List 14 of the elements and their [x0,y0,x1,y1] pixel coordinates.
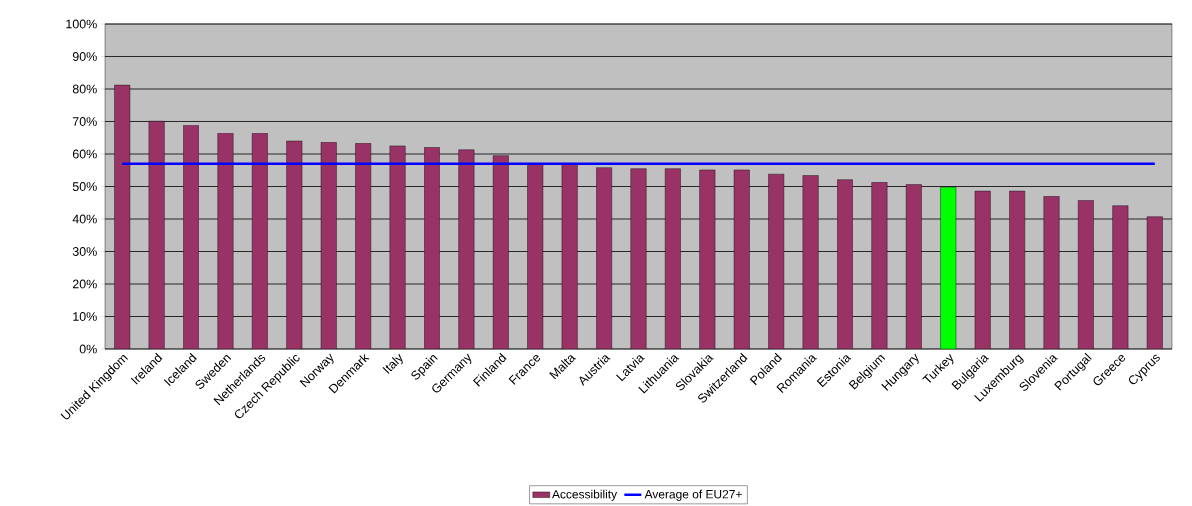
y-tick-label: 100% [66,19,97,29]
y-tick-label: 60% [72,149,97,159]
y-tick-label: 90% [72,52,97,61]
legend-label: Average of EU27+ [644,489,742,501]
y-tick-label: 30% [72,247,97,256]
y-tick-label: 50% [72,182,97,191]
y-tick-label: 20% [72,279,97,289]
y-tick-label: 40% [72,214,97,224]
y-tick-label: 0% [79,344,97,354]
y-tick-label: 70% [72,117,97,126]
y-tick-label: 80% [72,84,97,94]
y-tick-label: 10% [73,312,97,321]
legend-label: Accessibility [552,489,618,501]
x-tick-label: Italy [382,353,403,374]
